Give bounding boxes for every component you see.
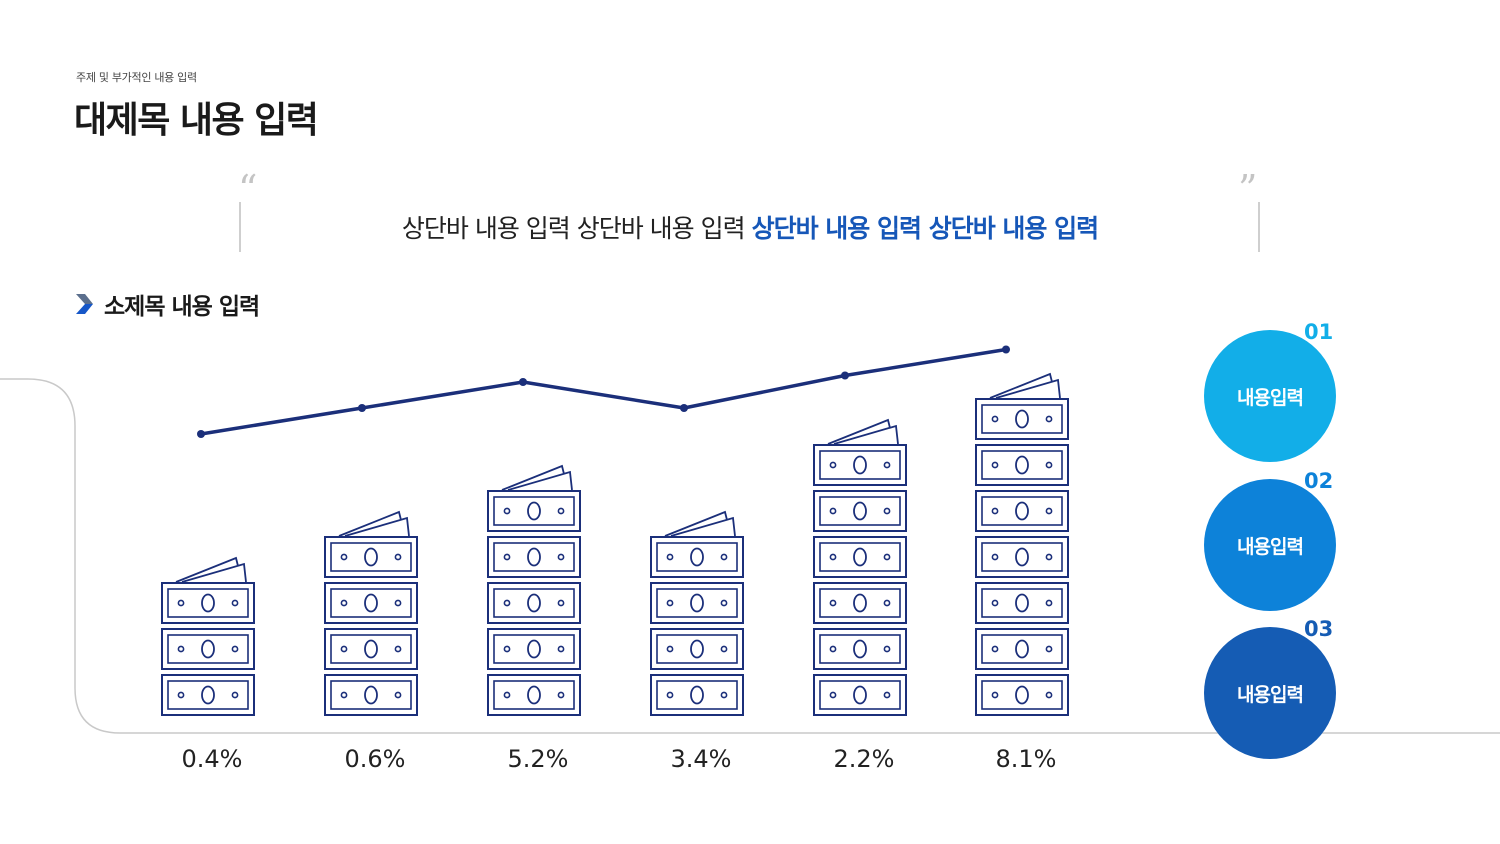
money-stack [813, 418, 907, 716]
trend-point [680, 404, 688, 412]
banknote-icon [975, 398, 1069, 440]
banknote-icon [975, 444, 1069, 486]
money-stack [975, 372, 1069, 716]
banknote-icon [975, 628, 1069, 670]
banknote-icon [813, 674, 907, 716]
banknote-icon [324, 536, 418, 578]
banknote-icon [487, 628, 581, 670]
section-title: 소제목 내용 입력 [104, 294, 260, 320]
headline-highlight: 상단바 내용 입력 상단바 내용 입력 [751, 214, 1100, 243]
headline-text: 상단바 내용 입력 상단바 내용 입력 [401, 214, 752, 243]
banknote-icon [324, 674, 418, 716]
bar-value-label: 0.6% [345, 745, 406, 773]
loose-banknotes-icon [664, 510, 736, 537]
legend-number: 02 [1304, 469, 1334, 493]
trend-point [1002, 345, 1010, 354]
money-stack [324, 510, 418, 716]
legend-label: 내용입력 [1237, 683, 1304, 706]
legend-circle: 내용입력 [1204, 479, 1336, 611]
banknote-icon [324, 582, 418, 624]
trend-point [841, 371, 849, 380]
legend-number: 01 [1304, 320, 1334, 344]
money-stack [487, 464, 581, 716]
banknote-icon [813, 582, 907, 624]
trend-line [200, 347, 1007, 436]
bar-value-label: 8.1% [996, 745, 1057, 773]
banknote-icon [324, 628, 418, 670]
page-title: 대제목 내용 입력 [74, 100, 319, 141]
page-subtitle: 주제 및 부가적인 내용 입력 [76, 71, 197, 84]
quote-left-divider [239, 202, 241, 252]
chevron-right-icon [76, 294, 93, 314]
banknote-icon [487, 674, 581, 716]
legend-label: 내용입력 [1237, 386, 1304, 409]
legend-number: 03 [1304, 617, 1334, 641]
legend-circle: 내용입력 [1204, 627, 1336, 759]
section-heading: 소제목 내용 입력 [74, 288, 260, 320]
banknote-icon [487, 536, 581, 578]
bar-value-label: 5.2% [508, 745, 569, 773]
money-stack [161, 556, 255, 716]
legend-item: 01 내용입력 [1198, 322, 1348, 462]
chart-panel-border [0, 378, 1500, 734]
bar-value-label: 0.4% [182, 745, 243, 773]
banknote-icon [975, 490, 1069, 532]
banknote-icon [161, 628, 255, 670]
legend-circle: 내용입력 [1204, 330, 1336, 462]
quote-right-divider [1258, 202, 1260, 252]
loose-banknotes-icon [175, 556, 247, 583]
bar-value-label: 2.2% [834, 745, 895, 773]
legend-item: 02 내용입력 [1198, 471, 1348, 611]
banknote-icon [813, 628, 907, 670]
banknote-icon [650, 536, 744, 578]
open-quote-icon: “ [238, 167, 258, 211]
trend-point [197, 430, 205, 438]
banknote-icon [161, 674, 255, 716]
legend-label: 내용입력 [1237, 535, 1304, 558]
close-quote-icon: ” [1238, 167, 1258, 211]
loose-banknotes-icon [827, 418, 899, 445]
banknote-icon [813, 490, 907, 532]
trend-point [358, 404, 366, 412]
banknote-icon [487, 582, 581, 624]
banknote-icon [650, 674, 744, 716]
banknote-icon [161, 582, 255, 624]
banknote-icon [975, 674, 1069, 716]
headline-quote: 상단바 내용 입력 상단바 내용 입력 상단바 내용 입력 상단바 내용 입력 [250, 209, 1250, 245]
loose-banknotes-icon [989, 372, 1061, 399]
trend-point [519, 378, 527, 386]
banknote-icon [650, 582, 744, 624]
money-stack [650, 510, 744, 716]
banknote-icon [813, 536, 907, 578]
banknote-icon [487, 490, 581, 532]
legend-item: 03 내용입력 [1198, 619, 1348, 759]
banknote-icon [975, 536, 1069, 578]
banknote-icon [650, 628, 744, 670]
loose-banknotes-icon [501, 464, 573, 491]
bar-value-label: 3.4% [671, 745, 732, 773]
banknote-icon [813, 444, 907, 486]
loose-banknotes-icon [338, 510, 410, 537]
banknote-icon [975, 582, 1069, 624]
